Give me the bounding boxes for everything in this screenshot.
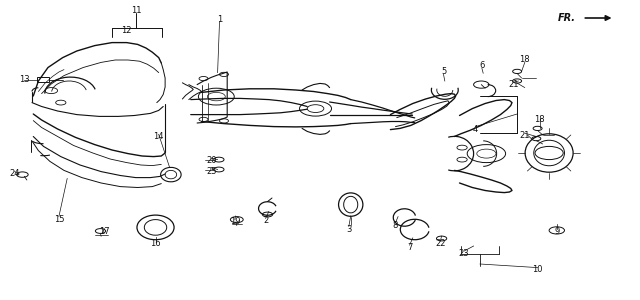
Text: 4: 4 [473,124,478,134]
Text: 12: 12 [122,26,132,35]
Bar [37,77,49,82]
Text: 5: 5 [441,68,446,76]
Text: 16: 16 [150,239,161,248]
Text: 14: 14 [154,132,164,141]
Text: 17: 17 [99,226,109,236]
Text: 23: 23 [459,249,469,258]
Text: 3: 3 [346,225,351,234]
Text: 7: 7 [407,243,412,252]
Text: 22: 22 [435,239,445,248]
Text: 1: 1 [217,15,222,24]
Text: 9: 9 [554,226,559,236]
Text: 21: 21 [520,131,530,140]
Text: 13: 13 [19,75,29,84]
Text: 20: 20 [206,156,216,165]
Text: 11: 11 [131,6,141,15]
Text: FR.: FR. [558,13,576,23]
Text: 2: 2 [263,216,268,225]
Text: 25: 25 [206,167,216,176]
Text: 18: 18 [520,56,530,64]
Text: 24: 24 [10,169,20,178]
Text: 21: 21 [509,80,519,89]
Text: 19: 19 [230,218,240,226]
Text: 15: 15 [54,214,64,224]
Text: 10: 10 [532,266,543,274]
Text: 6: 6 [479,61,484,70]
Text: 8: 8 [393,220,398,230]
Text: 18: 18 [534,116,545,124]
